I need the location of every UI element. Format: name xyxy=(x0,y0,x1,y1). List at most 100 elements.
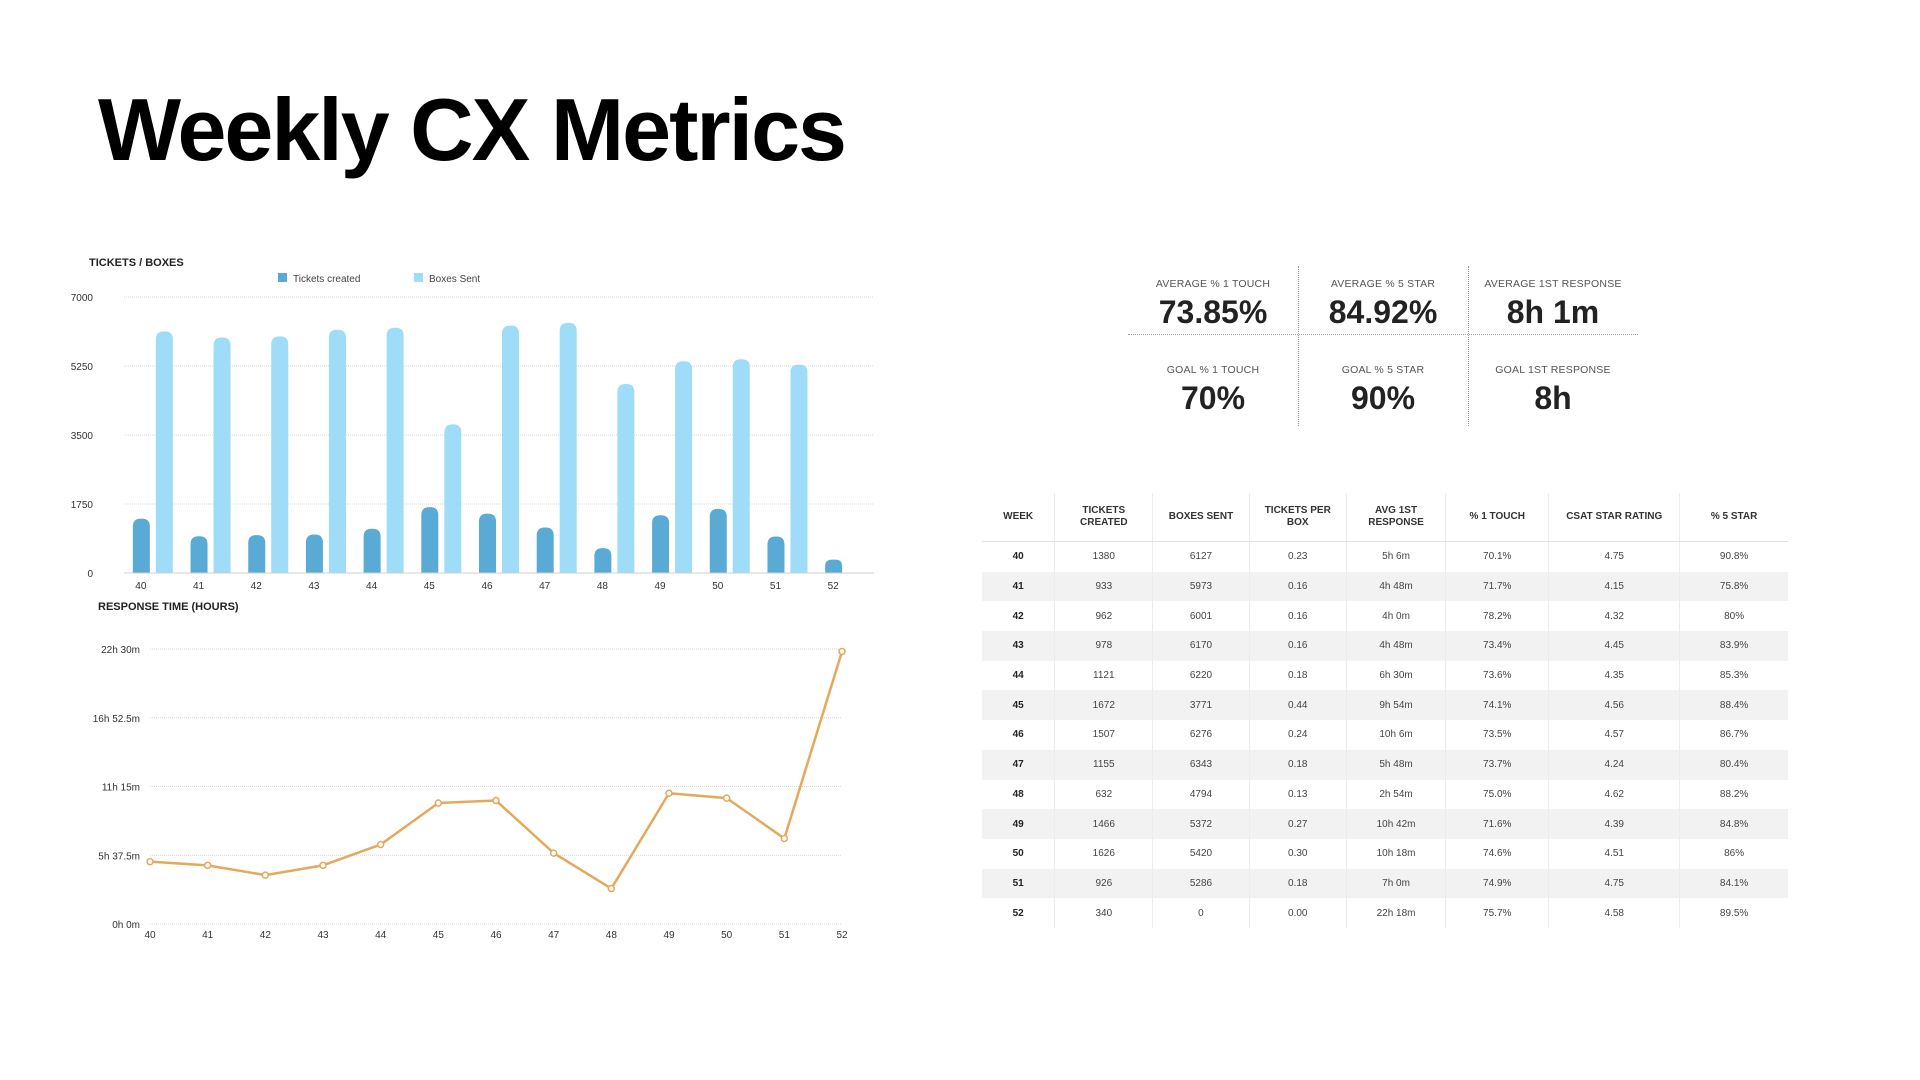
table-cell: 5420 xyxy=(1152,838,1250,869)
table-row: 47 1155 6343 0.18 5h 48m 73.7% 4.24 80.4% xyxy=(982,749,1788,780)
response-time-chart: RESPONSE TIME (HOURS) 0h 0m 5h 37.5m 11h 15… xyxy=(93,601,848,941)
table-cell: 4.75 xyxy=(1548,868,1681,899)
bar-tickets-created xyxy=(652,515,670,573)
table-cell: 933 xyxy=(1054,571,1154,602)
bar-boxes-sent xyxy=(790,364,808,573)
bar-tickets-created xyxy=(421,507,439,573)
table-cell: 0 xyxy=(1152,898,1250,928)
column-header: TICKETS PER BOX xyxy=(1249,493,1347,542)
kpi-label: GOAL % 5 STAR xyxy=(1341,364,1425,376)
table-cell: 0.16 xyxy=(1249,631,1347,661)
table-cell: 48 xyxy=(982,779,1056,810)
bar-tickets-created xyxy=(594,548,612,573)
kpi-goal-1-touch: GOAL % 1 TOUCH 70% xyxy=(1128,364,1298,417)
bar-tickets-created xyxy=(767,536,785,573)
table-cell: 4.35 xyxy=(1548,660,1681,691)
bar-boxes-sent xyxy=(444,424,462,573)
table-cell: 10h 42m xyxy=(1346,809,1447,839)
table-cell: 4.15 xyxy=(1548,571,1681,602)
table-cell: 84.1% xyxy=(1719,877,1749,889)
weekly-metrics-table: WEEK TICKETS CREATED BOXES SENT TICKETS … xyxy=(982,493,1788,928)
table-cell: 73.5% xyxy=(1445,720,1550,750)
table-cell: 1155 xyxy=(1054,749,1154,780)
x-tick-label: 51 xyxy=(779,930,791,941)
table-cell: 6127 xyxy=(1152,541,1250,572)
y-tick-label: 0h 0m xyxy=(112,920,140,931)
data-point xyxy=(492,796,500,805)
kpi-label: AVERAGE % 5 STAR xyxy=(1330,278,1436,290)
table-cell: 45 xyxy=(982,690,1056,721)
table-cell: 632 xyxy=(1054,779,1154,810)
table-cell: 0.18 xyxy=(1249,868,1347,899)
bar-boxes-sent xyxy=(155,331,173,573)
kpi-value: 90% xyxy=(1350,380,1416,416)
table-cell: 75.8% xyxy=(1719,581,1749,593)
kpi-divider-vertical xyxy=(1298,266,1299,426)
bar-tickets-created xyxy=(536,527,554,573)
bar-boxes-sent xyxy=(213,337,231,573)
x-tick-label: 41 xyxy=(202,930,214,941)
legend-swatch-tickets xyxy=(278,273,287,282)
x-tick-label: 44 xyxy=(375,930,387,941)
kpi-value: 70% xyxy=(1180,380,1246,416)
x-tick-label: 40 xyxy=(135,581,147,592)
x-tick-label: 51 xyxy=(770,581,782,592)
x-tick-label: 48 xyxy=(597,581,609,592)
legend-label: Tickets created xyxy=(293,274,360,285)
table-cell: 84.8% xyxy=(1719,818,1749,830)
table-cell: 88.2% xyxy=(1719,788,1749,800)
table-cell: 978 xyxy=(1054,631,1154,661)
kpi-value: 8h xyxy=(1534,380,1572,416)
bar-tickets-created xyxy=(190,536,208,573)
table-cell: 0.16 xyxy=(1249,571,1347,602)
table-cell: 0.18 xyxy=(1249,749,1347,780)
table-row: 44 1121 6220 0.18 6h 30m 73.6% 4.35 85.3% xyxy=(982,660,1788,691)
table-cell: 2h 54m xyxy=(1346,779,1447,810)
table-cell: 1121 xyxy=(1054,660,1154,691)
chart-title: TICKETS / BOXES xyxy=(89,257,184,269)
x-tick-label: 41 xyxy=(193,581,205,592)
y-tick-label: 5250 xyxy=(71,362,94,373)
x-tick-label: 52 xyxy=(836,930,848,941)
table-cell: 340 xyxy=(1054,898,1154,928)
data-point xyxy=(838,647,846,656)
table-cell: 10h 18m xyxy=(1346,838,1447,869)
data-point xyxy=(434,799,443,807)
table-cell: 50 xyxy=(982,838,1056,869)
table-cell: 73.7% xyxy=(1445,749,1550,780)
table-cell: 83.9% xyxy=(1719,640,1749,652)
data-point xyxy=(319,861,327,870)
table-cell: 6220 xyxy=(1152,660,1250,691)
table-cell: 73.4% xyxy=(1445,631,1550,661)
column-header: BOXES SENT xyxy=(1152,493,1250,542)
kpi-divider-horizontal xyxy=(1128,334,1638,335)
table-cell: 89.5% xyxy=(1719,907,1749,919)
kpi-label: AVERAGE % 1 TOUCH xyxy=(1155,278,1271,290)
table-cell: 73.6% xyxy=(1445,660,1550,691)
table-cell: 5973 xyxy=(1152,571,1250,602)
table-cell: 88.4% xyxy=(1719,699,1749,711)
column-header: % 5 STAR xyxy=(1679,493,1788,542)
kpi-label: AVERAGE 1ST RESPONSE xyxy=(1484,278,1622,290)
bar-boxes-sent xyxy=(386,327,404,573)
table-cell: 40 xyxy=(982,541,1056,572)
x-tick-label: 44 xyxy=(366,581,378,592)
table-cell: 41 xyxy=(982,571,1056,602)
table-cell: 80.4% xyxy=(1719,759,1749,771)
table-cell: 42 xyxy=(982,601,1056,632)
table-cell: 4.45 xyxy=(1548,631,1681,661)
table-cell: 4.56 xyxy=(1548,690,1681,721)
bar-tickets-created xyxy=(248,535,266,573)
table-cell: 5286 xyxy=(1152,868,1250,899)
table-cell: 80% xyxy=(1724,610,1745,622)
table-cell: 70.1% xyxy=(1445,541,1550,572)
table-cell: 4h 0m xyxy=(1346,601,1447,632)
table-cell: 4.24 xyxy=(1548,749,1681,780)
table-cell: 44 xyxy=(982,660,1056,691)
page-title: Weekly CX Metrics xyxy=(98,80,847,179)
table-body: 40 1380 6127 0.23 5h 6m 70.1% 4.75 90.8% 41 933 59… xyxy=(982,541,1788,928)
table-cell: 74.9% xyxy=(1445,868,1550,899)
y-tick-label: 16h 52.5m xyxy=(93,714,140,725)
column-header: % 1 TOUCH xyxy=(1445,493,1550,542)
table-cell: 6343 xyxy=(1152,749,1250,780)
